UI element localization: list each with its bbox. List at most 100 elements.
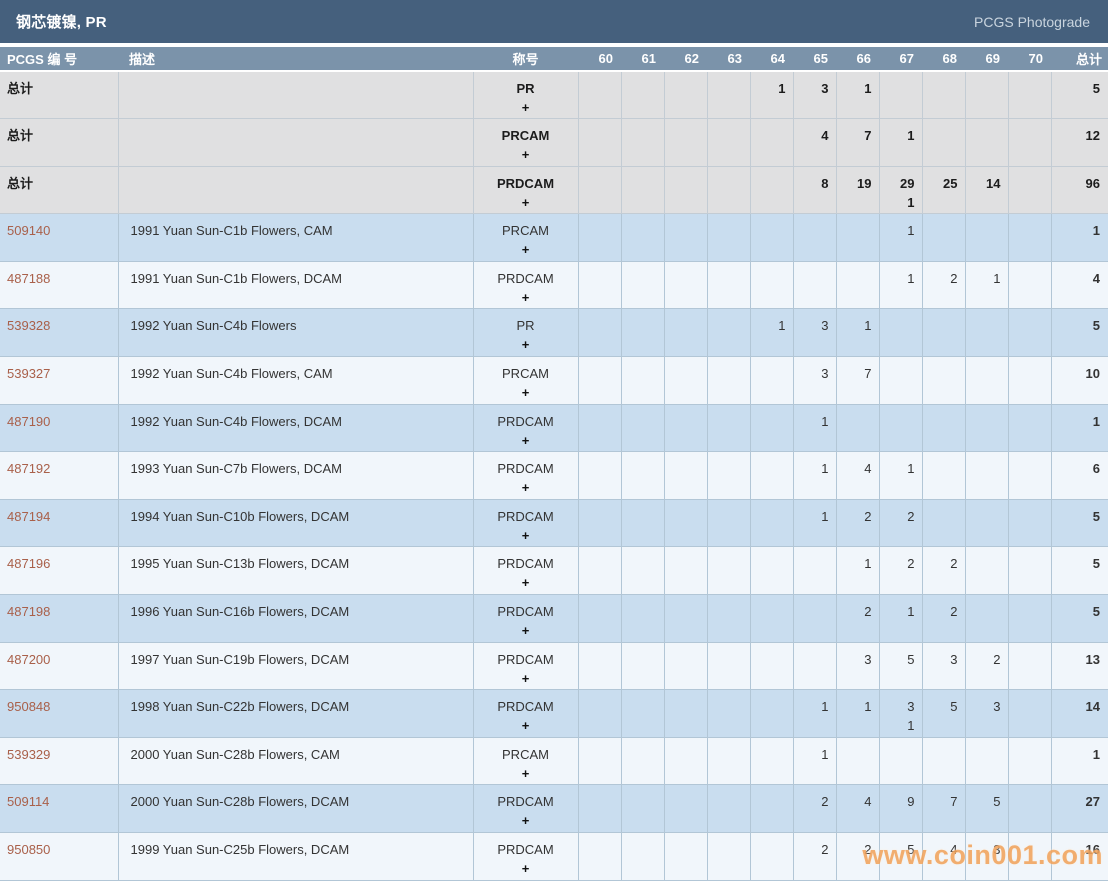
pcgs-number-link[interactable]: 487196 xyxy=(7,556,51,572)
table-row: 487192 1993 Yuan Sun-C7b Flowers, DCAM PRD… xyxy=(0,451,1108,500)
col-header-grade-68: 68 xyxy=(922,47,965,72)
grade-cell-62 xyxy=(663,260,708,310)
description-cell: 1997 Yuan Sun-C19b Flowers, DCAM xyxy=(117,641,474,691)
title-table-divider xyxy=(0,43,1108,47)
pcgs-number-link[interactable]: 487200 xyxy=(7,651,51,667)
designation-label: PRDCAM xyxy=(497,699,554,715)
grade-cell-61 xyxy=(620,403,665,453)
pcgs-number-link[interactable]: 509140 xyxy=(7,223,51,239)
description-cell: 1993 Yuan Sun-C7b Flowers, DCAM xyxy=(117,451,474,500)
grade-cell-67: 1 xyxy=(878,260,923,310)
photograde-link[interactable]: PCGS Photograde xyxy=(974,13,1090,30)
grade-cell-67 xyxy=(878,356,923,405)
grade-cell-66: 2 xyxy=(835,498,880,548)
grade-cell-61 xyxy=(620,546,665,596)
designation-label: PR xyxy=(516,318,535,334)
grade-cell-66: 19 xyxy=(835,165,880,215)
pcgs-number-cell: 487194 xyxy=(0,498,119,548)
table-row: 539328 1992 Yuan Sun-C4b Flowers PR +1 3 1 5 xyxy=(0,308,1108,358)
col-header-grade-66: 66 xyxy=(836,47,879,72)
grade-cell-70 xyxy=(1007,356,1052,405)
grade-cell-67: 29 1 xyxy=(878,165,923,215)
description-cell: 1991 Yuan Sun-C1b Flowers, CAM xyxy=(117,213,474,262)
pcgs-number-cell: 539327 xyxy=(0,356,119,405)
grade-cell-67: 9 xyxy=(878,784,923,833)
col-header-grade-67: 67 xyxy=(879,47,922,72)
grade-cell-66: 1 xyxy=(835,308,880,358)
designation-label: PR xyxy=(516,81,535,96)
pcgs-number-cell: 950848 xyxy=(0,689,119,738)
row-total-cell: 5 xyxy=(1050,594,1108,643)
grade-cell-67: 1 xyxy=(878,594,923,643)
designation-plus: + xyxy=(521,718,530,734)
grade-cell-70 xyxy=(1007,403,1052,453)
pcgs-number-link[interactable]: 539329 xyxy=(7,746,51,762)
grade-cell-64 xyxy=(749,118,794,167)
grade-cell-70 xyxy=(1007,498,1052,548)
grade-cell-69: 2 xyxy=(964,641,1009,691)
pcgs-number-link[interactable]: 539328 xyxy=(7,318,51,334)
grade-cell-64 xyxy=(749,260,794,310)
pcgs-number-link[interactable]: 950848 xyxy=(7,699,51,715)
grade-cell-70 xyxy=(1007,260,1052,310)
grade-cell-65 xyxy=(792,594,837,643)
grade-cell-70 xyxy=(1007,784,1052,833)
col-header-grade-61: 61 xyxy=(621,47,664,72)
col-header-description: 描述 xyxy=(118,47,473,72)
grade-cell-60 xyxy=(577,641,622,691)
grade-cell-62 xyxy=(663,451,708,500)
grade-cell-68: 7 xyxy=(921,784,966,833)
designation-label: PRCAM xyxy=(502,223,549,239)
grade-cell-66 xyxy=(835,260,880,310)
description-cell: 1994 Yuan Sun-C10b Flowers, DCAM xyxy=(117,498,474,548)
pcgs-number-link[interactable]: 487198 xyxy=(7,604,51,620)
pcgs-number-link[interactable]: 487190 xyxy=(7,413,51,429)
grade-cell-62 xyxy=(663,213,708,262)
grade-cell-61 xyxy=(620,689,665,738)
pcgs-number-link[interactable]: 487188 xyxy=(7,270,51,286)
grade-cell-68: 2 xyxy=(921,546,966,596)
table-row: 487188 1991 Yuan Sun-C1b Flowers, DCAM PRD… xyxy=(0,260,1108,310)
grade-cell-67 xyxy=(878,308,923,358)
grade-cell-66: 1 xyxy=(835,546,880,596)
designation-plus: + xyxy=(521,289,530,305)
grade-cell-64 xyxy=(749,784,794,833)
table-row: 509140 1991 Yuan Sun-C1b Flowers, CAM PRCA… xyxy=(0,213,1108,262)
row-total-cell: 1 xyxy=(1050,736,1108,786)
pcgs-number-link[interactable]: 539327 xyxy=(7,366,51,382)
grade-cell-62 xyxy=(663,594,708,643)
pcgs-number-link[interactable]: 950850 xyxy=(7,842,51,857)
pcgs-number-link[interactable]: 487194 xyxy=(7,508,51,524)
grade-cell-63 xyxy=(706,594,751,643)
designation-plus: + xyxy=(521,575,530,591)
designation-plus: + xyxy=(521,527,530,543)
table-row: 487198 1996 Yuan Sun-C16b Flowers, DCAM PR… xyxy=(0,594,1108,643)
pcgs-number-link[interactable]: 487192 xyxy=(7,461,51,477)
designation-cell: PRDCAM + xyxy=(472,498,579,548)
grade-cell-66: 7 xyxy=(835,118,880,167)
grade-cell-70 xyxy=(1007,594,1052,643)
col-header-grade-63: 63 xyxy=(707,47,750,72)
pcgs-number-cell: 487192 xyxy=(0,451,119,500)
description-cell: 2000 Yuan Sun-C28b Flowers, CAM xyxy=(117,736,474,786)
description-cell xyxy=(117,165,474,215)
grade-cell-61 xyxy=(620,641,665,691)
grade-cell-64 xyxy=(749,498,794,548)
pcgs-number-link[interactable]: 509114 xyxy=(7,794,50,810)
designation-plus: + xyxy=(521,194,530,210)
grade-cell-60 xyxy=(577,403,622,453)
grade-cell-65: 1 xyxy=(792,403,837,453)
grade-cell-64 xyxy=(749,832,794,881)
designation-cell: PRDCAM + xyxy=(472,689,579,738)
grade-cell-64 xyxy=(749,641,794,691)
total-row-label: 总计 xyxy=(0,70,119,120)
grade-cell-62 xyxy=(663,70,708,120)
pcgs-number-cell: 539328 xyxy=(0,308,119,358)
grade-cell-63 xyxy=(706,832,751,881)
grade-cell-63 xyxy=(706,70,751,120)
description-cell: 1996 Yuan Sun-C16b Flowers, DCAM xyxy=(117,594,474,643)
grade-cell-64: 1 xyxy=(749,308,794,358)
designation-plus: + xyxy=(521,623,530,639)
grade-cell-60 xyxy=(577,213,622,262)
